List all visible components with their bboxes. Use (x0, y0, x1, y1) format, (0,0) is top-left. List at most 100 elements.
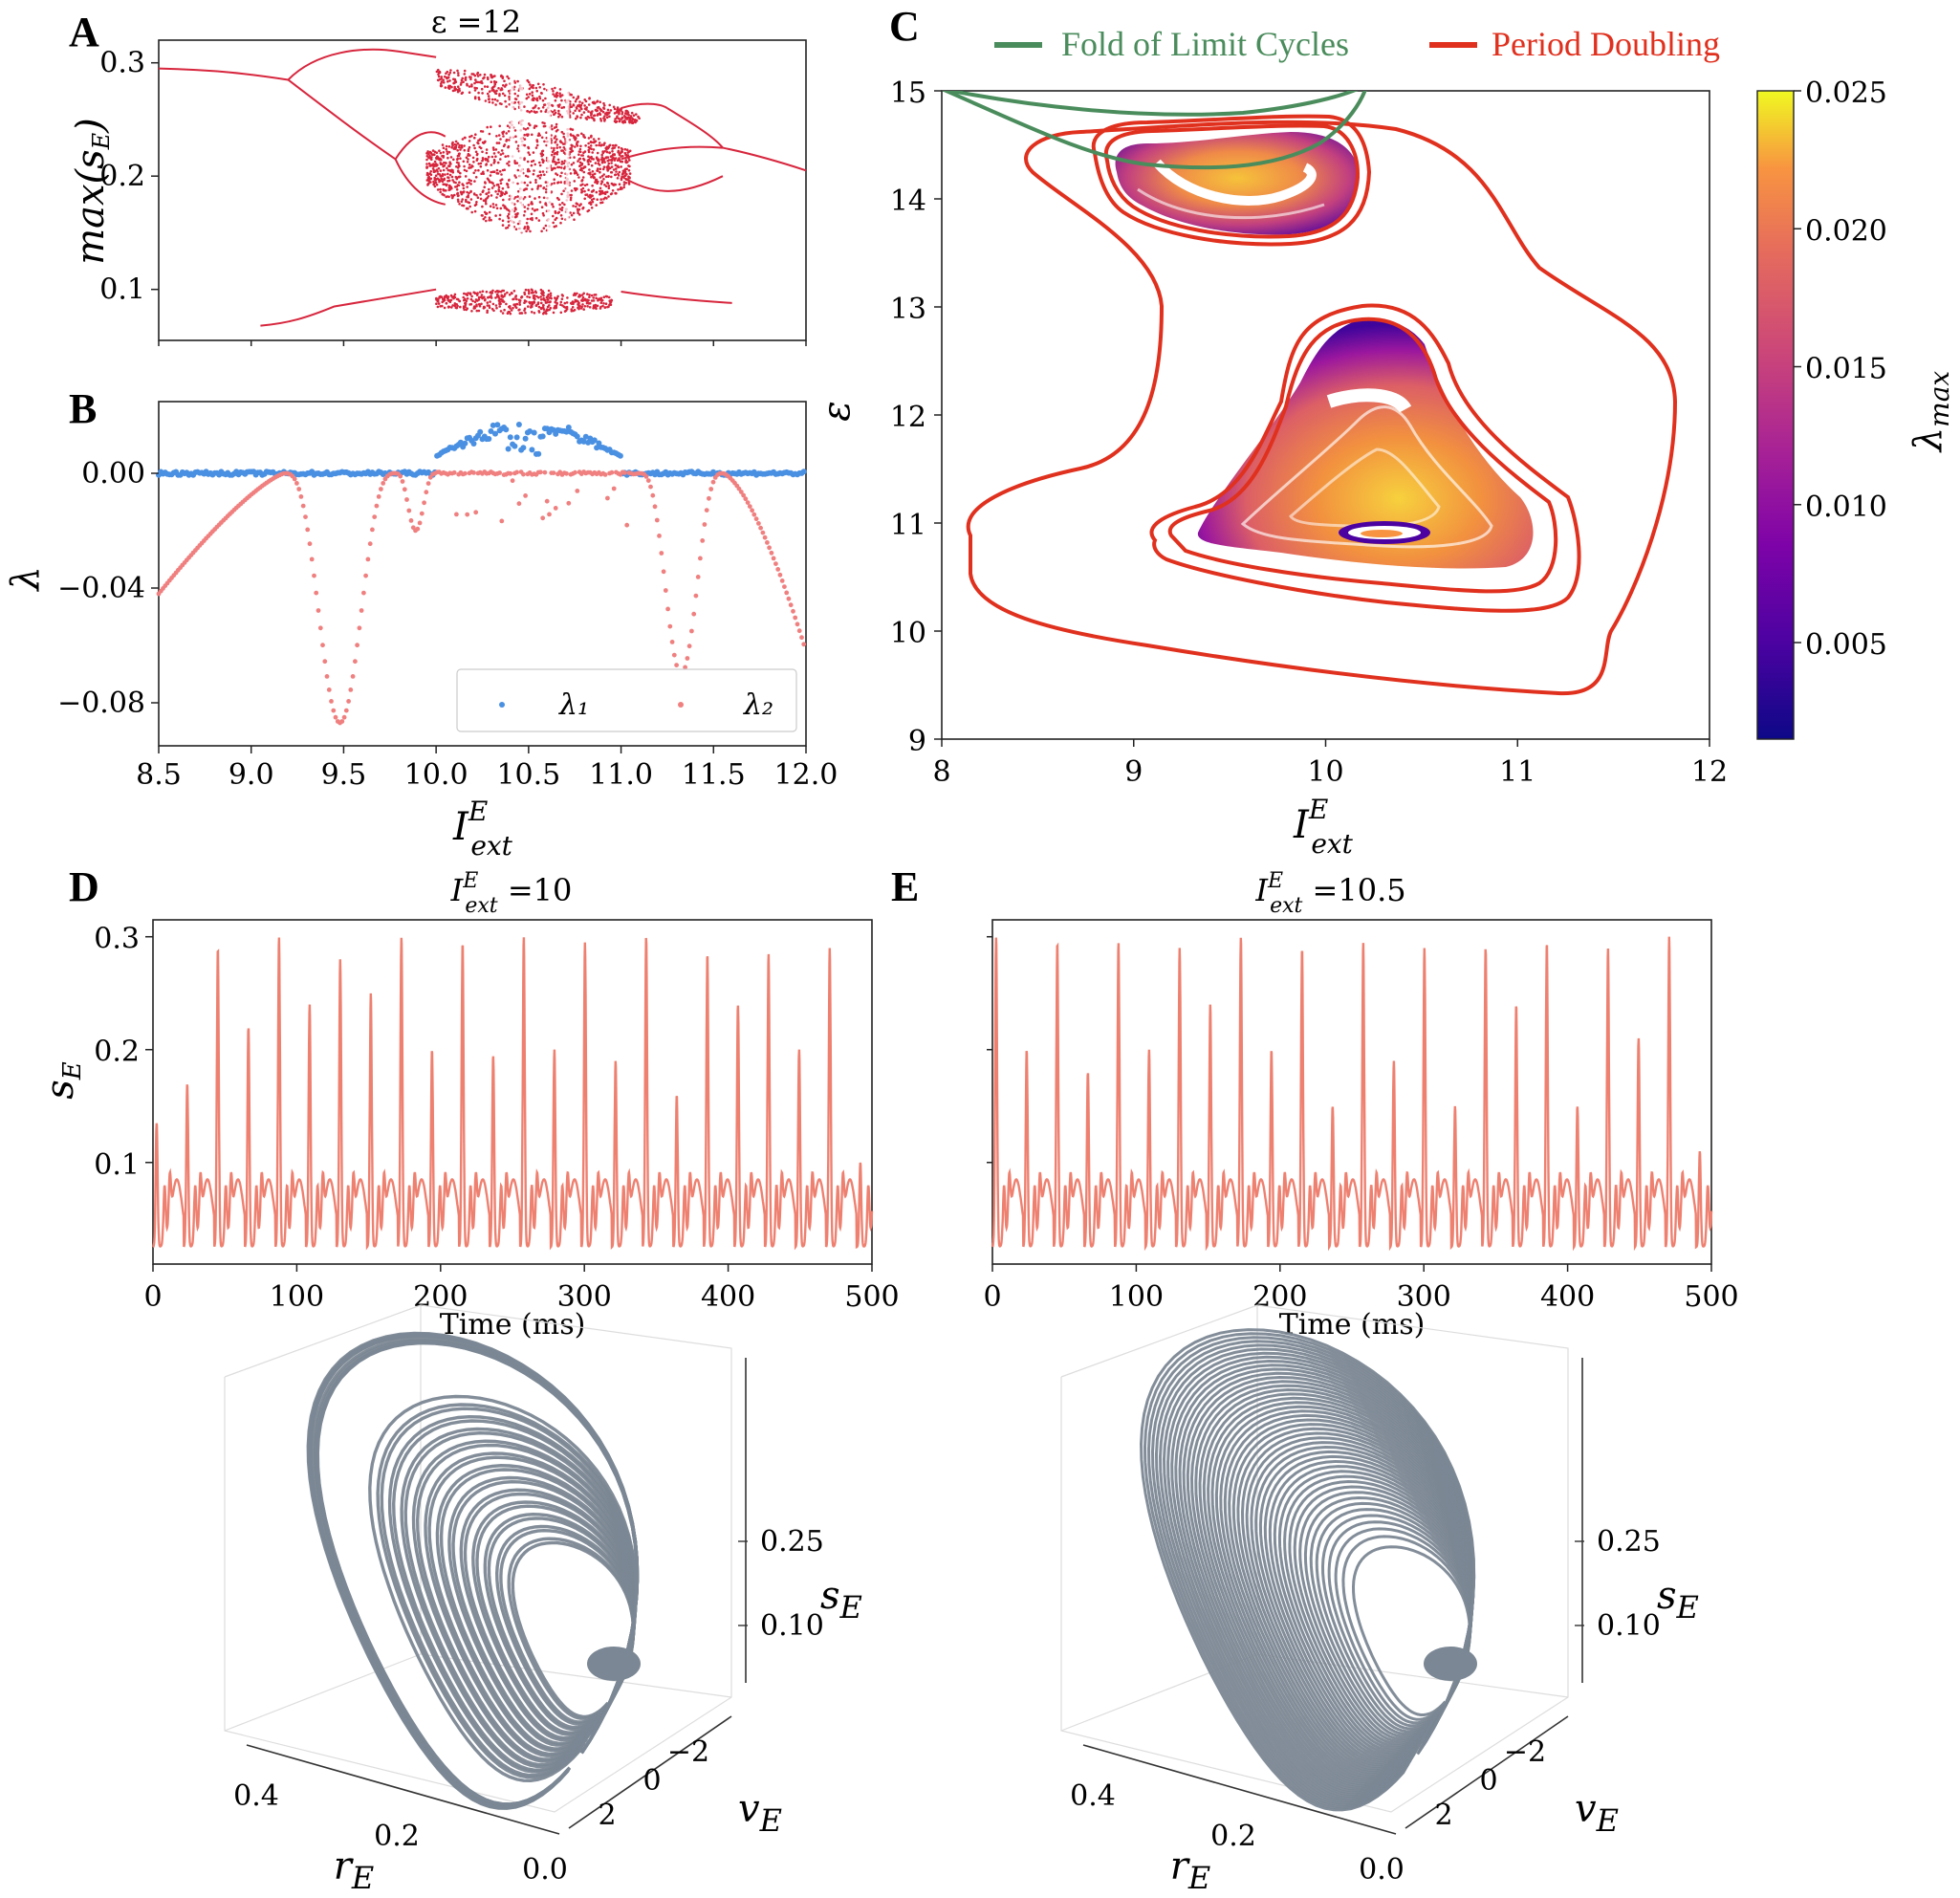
panel-c-xtick: 11 (1499, 755, 1535, 789)
lambda1-point (591, 437, 598, 444)
bif-point (524, 288, 528, 292)
bif-point (573, 180, 577, 183)
bif-point (573, 156, 576, 159)
lambda2-point (777, 572, 783, 578)
bif-point (444, 173, 446, 176)
lambda2-point (365, 556, 371, 562)
bif-point (523, 181, 527, 185)
bif-point (506, 124, 510, 127)
bif-point (425, 173, 429, 177)
bif-point (623, 168, 626, 171)
bif-point (552, 205, 555, 208)
bif-point (492, 206, 495, 208)
colorbar-tick: 0.015 (1805, 353, 1887, 386)
bif-point (569, 133, 573, 136)
attractor-rtick: 0.4 (233, 1779, 279, 1813)
bif-point (611, 150, 614, 153)
lambda2-point (317, 625, 323, 631)
bif-point (481, 150, 484, 154)
bif-point (454, 88, 458, 91)
timeseries-xtick: 0 (143, 1280, 162, 1314)
bif-point (486, 301, 490, 304)
bif-point (447, 176, 450, 180)
bif-point (526, 126, 530, 130)
bif-point (540, 92, 543, 95)
bif-point (552, 311, 555, 315)
lambda2-point (303, 514, 308, 519)
legend-marker-lambda2 (678, 702, 684, 708)
bif-point (598, 143, 600, 147)
bif-point (591, 200, 595, 204)
bif-point (455, 185, 459, 188)
bif-point (590, 207, 594, 209)
panel-c-ytick: 10 (890, 617, 926, 650)
bif-point (430, 153, 433, 156)
bif-point (589, 111, 593, 114)
bif-branch (666, 107, 724, 149)
bif-point (589, 195, 593, 198)
bif-point (440, 295, 444, 299)
bif-point (555, 150, 559, 154)
bif-point (556, 158, 560, 162)
bif-point (458, 145, 461, 149)
bif-point (601, 304, 604, 308)
bif-point (481, 92, 484, 95)
lambda2-point (788, 602, 794, 608)
bif-point (477, 168, 480, 172)
lambda2-point (758, 525, 763, 531)
bif-point (437, 302, 441, 305)
bif-point (609, 303, 613, 307)
bif-point (614, 164, 618, 166)
panel-b-ylabel: λ (4, 566, 48, 592)
bif-point (448, 164, 451, 168)
lambda2-point (669, 640, 675, 644)
bif-point (625, 178, 629, 182)
bif-point (620, 178, 623, 182)
lambda2-point (659, 551, 664, 556)
bif-point (579, 203, 582, 206)
bif-point (560, 208, 563, 212)
bif-point (535, 110, 538, 114)
bif-point (517, 144, 520, 147)
bif-point (505, 132, 508, 135)
bif-point (604, 175, 608, 179)
bif-point (473, 193, 476, 196)
bif-point (495, 196, 498, 199)
bif-point (513, 98, 517, 100)
bif-point (558, 113, 562, 117)
bif-point (551, 87, 554, 91)
bif-point (476, 157, 479, 161)
lambda2-point (516, 501, 522, 507)
bif-point (555, 302, 558, 305)
panel-c-xtick: 9 (1124, 755, 1143, 789)
bif-point (515, 215, 518, 218)
bif-point (469, 302, 473, 306)
bif-point (488, 306, 491, 310)
bif-point (492, 158, 496, 162)
bif-point (466, 297, 469, 300)
bif-point (463, 136, 467, 140)
bif-point (552, 159, 555, 163)
bif-point (468, 145, 471, 149)
bif-point (468, 135, 471, 139)
bif-point (456, 154, 460, 158)
bif-point (595, 296, 598, 300)
bif-point (499, 153, 503, 156)
bif-point (456, 194, 460, 198)
pd-curve-upper-2 (1103, 123, 1361, 239)
lambda2-point (661, 569, 666, 575)
bif-point (531, 94, 534, 98)
bif-point (632, 114, 636, 117)
pd-curve-outer (966, 120, 1678, 696)
bif-point (447, 179, 451, 183)
bif-point (560, 160, 564, 164)
bif-point (463, 144, 466, 147)
lambda1-point (582, 433, 589, 440)
bif-point (585, 183, 589, 186)
bif-point (574, 99, 577, 103)
bif-point (462, 160, 466, 164)
panel-a-title: ε =12 (431, 4, 521, 40)
bif-point (443, 177, 446, 181)
bif-point (578, 147, 582, 151)
bif-point (530, 110, 534, 113)
